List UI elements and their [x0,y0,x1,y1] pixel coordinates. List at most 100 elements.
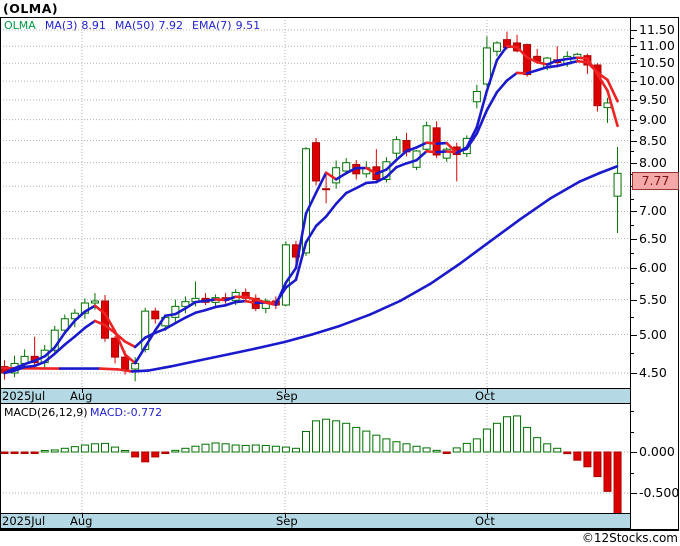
candle-up [442,148,451,159]
ma-segment [260,340,287,349]
price-axis-label: 8.50 [639,132,667,148]
month-label: Sep [276,389,298,403]
macd-bar-up [492,422,501,453]
ma-segment [184,300,197,310]
candle-up [492,42,501,52]
ma-segment [596,71,609,82]
ma-segment [548,180,582,200]
ma-segment [565,56,579,61]
macd-bar-down [0,451,9,454]
ma-segment [586,57,599,76]
ma-segment [518,197,552,221]
ma-segment [596,73,609,93]
price-axis-label: 5.50 [639,291,667,307]
axis-tick [630,334,637,336]
ma-segment [234,299,247,304]
candle-up [261,300,270,309]
month-tick [285,389,286,393]
ma50-line [0,165,619,373]
ma-segment [375,175,388,184]
ma-segment [146,365,172,372]
x-axis-strip-bottom: 2025Jul Aug Sep Oct [0,513,630,529]
price-axis-label: 8.00 [639,154,667,170]
ma-segment [458,240,492,265]
ma-segment [545,64,559,69]
macd-bar-up [372,434,381,453]
axis-tick [630,224,634,226]
ma-segment [455,146,469,155]
month-label: Oct [475,514,495,528]
ma-segment [485,90,499,112]
price-axis-label: 10.50 [639,55,675,71]
month-tick [285,514,286,518]
ma-segment [415,141,428,149]
axis-tick [630,211,637,213]
ma-segment [344,186,358,195]
price-axis-label: 10.00 [639,73,675,89]
ma-segment [53,331,67,349]
macd-bar-down [573,451,582,461]
axis-tick [630,316,634,318]
axis-tick [630,299,637,301]
macd-bar-down [30,451,39,454]
macd-bar-up [221,443,230,453]
candle-down [312,142,321,182]
candle-down [593,64,602,107]
ema7-line [3,59,619,375]
ma-segment [435,150,449,154]
axis-tick [630,493,637,494]
ma-segment [63,335,77,346]
ma-segment [598,165,619,175]
candle-up [472,90,481,103]
axis-tick [630,81,637,83]
candle-up [60,318,69,331]
ma-segment [525,68,539,75]
ma-segment [164,321,177,331]
ma-segment [143,329,157,349]
ma-segment [375,168,388,175]
macd-bar-up [332,420,341,453]
x-axis-strip-top: 2025Jul Aug Sep Oct [0,388,630,404]
price-axis-label: 6.00 [639,259,667,275]
ma-segment [525,56,539,64]
ma-segment [495,79,509,94]
candle-up [281,244,290,306]
macd-bar-up [462,442,471,453]
macd-bar-up [121,450,130,453]
ma-segment [485,58,499,93]
ma-segment [113,330,127,356]
ma-segment [515,45,529,59]
ma-segment [578,171,602,183]
macd-bar-up [291,447,300,453]
ma-segment [168,358,202,368]
ma-segment [244,299,258,305]
ma-segment [153,327,167,335]
month-label: 2025Jul [2,514,46,528]
ma-segment [475,108,489,135]
ma-segment [133,345,147,365]
price-axis-label: 9.00 [639,111,667,127]
ma-segment [133,336,147,349]
ma-segment [495,44,509,62]
ma-segment [83,319,97,330]
ma-segment [204,305,217,312]
axis-tick [630,30,637,31]
candlestick-series [0,31,622,382]
macd-histogram [0,415,622,513]
ma-segment [505,44,519,49]
ma-segment [385,165,398,179]
ma-segment [116,368,134,373]
macd-indicator-label: MACD(26,12,9) [4,406,88,419]
ma-segment [3,366,16,375]
macd-bar-up [60,447,69,453]
legend-ema7-label: EMA(7) [192,19,232,32]
candle-up [392,139,401,154]
macd-bar-up [352,426,361,453]
price-chart-canvas [0,17,630,388]
axis-tick [630,151,634,153]
ma-segment [304,224,318,244]
ma-segment [555,62,569,68]
legend-ema7-value: 9.51 [235,19,261,32]
macd-panel-canvas [0,404,630,513]
ma-segment [334,171,348,181]
